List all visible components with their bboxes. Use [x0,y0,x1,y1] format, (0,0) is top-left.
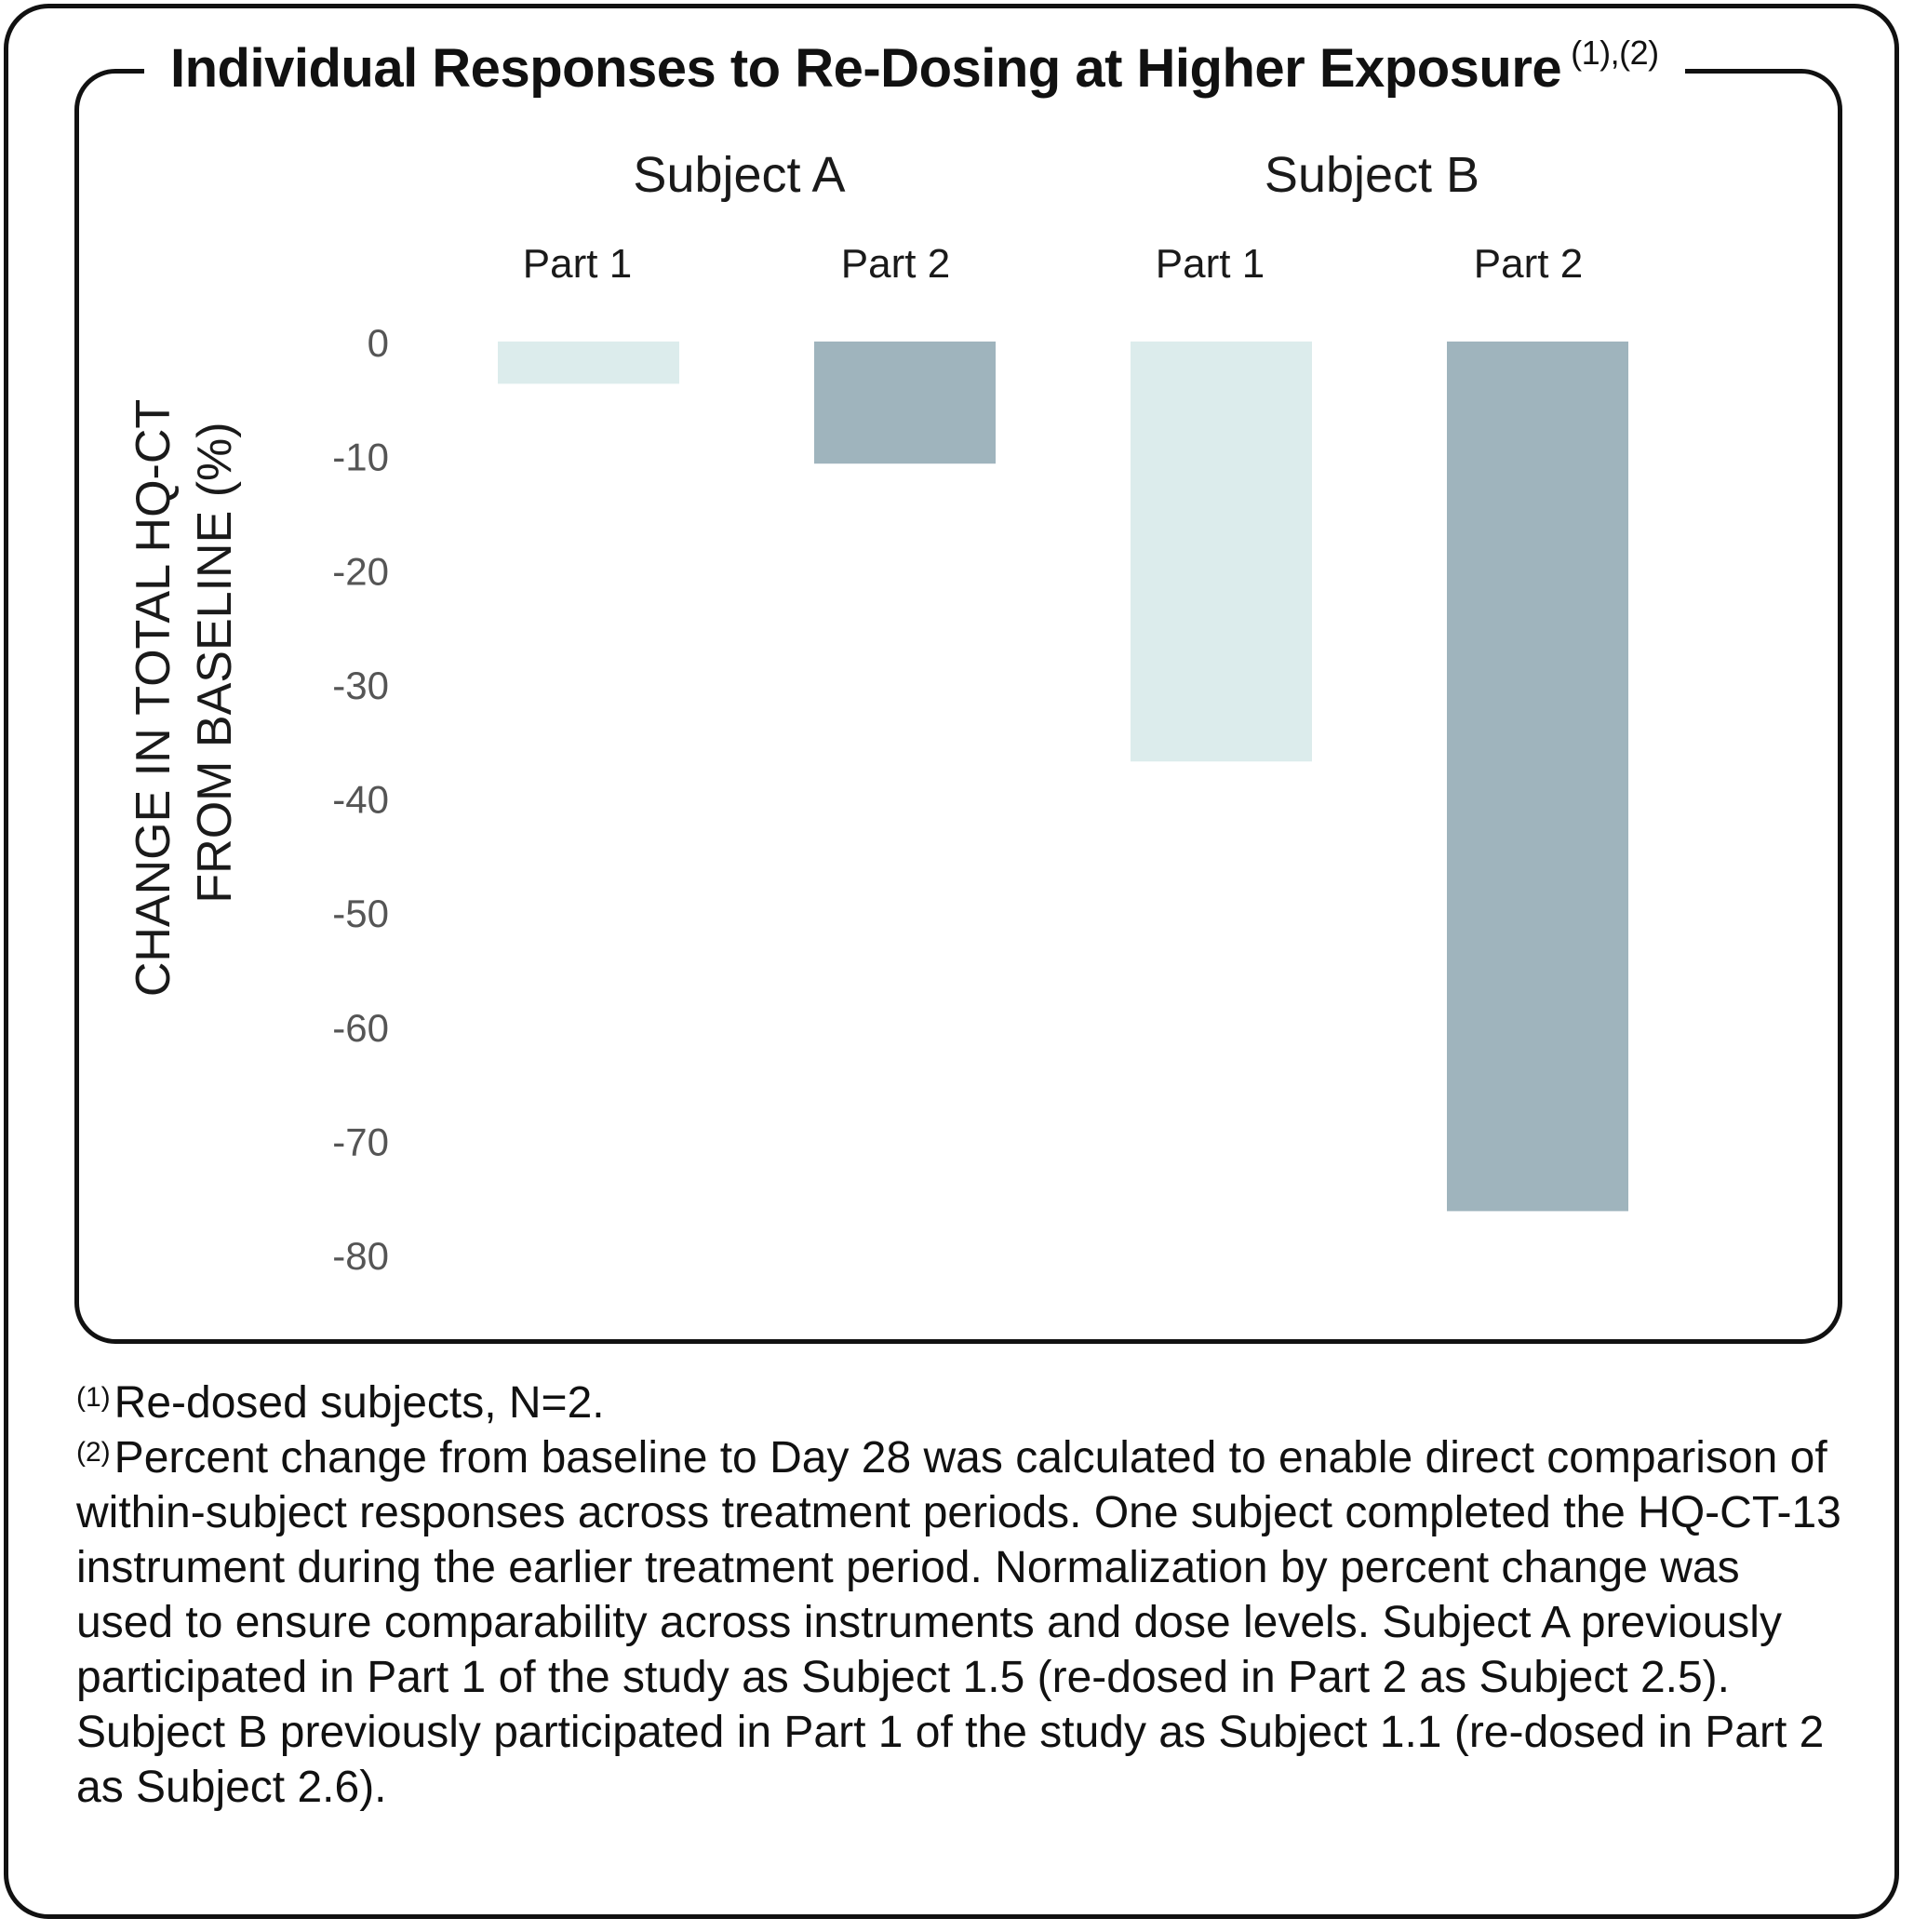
footnote-1: (1)Re-dosed subjects, N=2. [76,1375,1844,1430]
part-label: Part 1 [1156,241,1265,287]
y-tick-label: 0 [368,321,389,365]
part-label: Part 1 [523,241,632,287]
footnote-1-ref: (1) [76,1382,111,1413]
bar [1131,342,1312,762]
group-label: Subject B [1265,147,1479,203]
bar [1447,342,1628,1212]
group-label: Subject A [633,147,845,203]
footnotes: (1)Re-dosed subjects, N=2. (2)Percent ch… [76,1375,1844,1815]
part-label: Part 2 [841,241,950,287]
bar [814,342,996,464]
y-axis-label-line2: FROM BASELINE (%) [188,422,242,903]
y-tick-label: -60 [332,1006,389,1050]
y-tick-label: -40 [332,778,389,822]
footnote-2: (2)Percent change from baseline to Day 2… [76,1430,1844,1815]
part-label: Part 2 [1474,241,1583,287]
y-tick-label: -70 [332,1120,389,1163]
chart-title-refs: (1),(2) [1571,34,1659,72]
footnote-2-ref: (2) [76,1437,111,1468]
y-tick-label: -30 [332,664,389,707]
y-tick-label: -10 [332,436,389,479]
footnote-2-text: Percent change from baseline to Day 28 w… [76,1433,1841,1812]
outer-frame [4,4,1899,1919]
y-tick-label: -80 [332,1234,389,1278]
footnote-1-text: Re-dosed subjects, N=2. [114,1378,605,1428]
chart-title: Individual Responses to Re-Dosing at Hig… [144,34,1685,100]
y-axis-label-line1: CHANGE IN TOTAL HQ-CT [127,399,181,997]
y-tick-label: -50 [332,892,389,935]
bar [498,342,679,384]
y-tick-label: -20 [332,549,389,593]
bar-chart: CHANGE IN TOTAL HQ-CT FROM BASELINE (%) … [127,147,1628,1278]
chart-title-text: Individual Responses to Re-Dosing at Hig… [170,38,1562,99]
